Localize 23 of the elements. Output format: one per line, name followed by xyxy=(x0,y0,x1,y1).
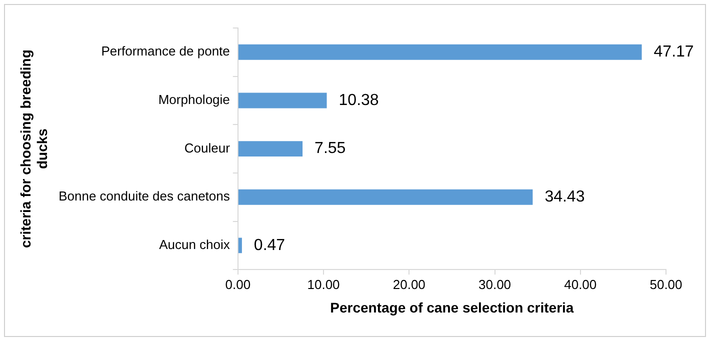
bar xyxy=(238,44,642,60)
data-label: 0.47 xyxy=(254,236,286,254)
x-tick-label: 50.00 xyxy=(650,276,682,292)
data-label: 47.17 xyxy=(654,44,694,61)
x-tick-label: 20.00 xyxy=(392,276,426,292)
x-tick-label: 10.00 xyxy=(307,276,340,292)
bar xyxy=(238,238,242,254)
y-tick-label: Aucun choix xyxy=(159,237,230,252)
y-tick-label: Morphologie xyxy=(158,92,230,108)
x-axis-title: Percentage of cane selection criteria xyxy=(330,299,574,316)
y-tick-label: Couleur xyxy=(184,140,231,156)
x-tick-label: 0.00 xyxy=(225,276,251,292)
data-label: 7.55 xyxy=(314,140,346,158)
x-tick-label: 40.00 xyxy=(564,276,597,292)
y-tick-label: Bonne conduite des canetons xyxy=(58,188,230,204)
data-label: 10.38 xyxy=(338,92,379,109)
bar xyxy=(238,92,327,108)
data-label: 34.43 xyxy=(544,188,585,206)
x-tick-label: 30.00 xyxy=(478,276,512,292)
y-axis-title: criteria for choosing breeding ducks xyxy=(17,50,50,248)
y-tick-label: Performance de ponte xyxy=(101,44,230,59)
bar xyxy=(238,141,303,157)
bar xyxy=(238,189,533,205)
